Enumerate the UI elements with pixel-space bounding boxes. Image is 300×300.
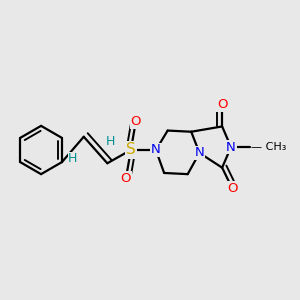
Text: H: H [106,135,115,148]
Text: O: O [217,98,227,111]
Text: N: N [151,143,161,157]
Text: — CH₃: — CH₃ [251,142,287,152]
Text: O: O [121,172,131,185]
Text: O: O [227,182,238,195]
Text: N: N [195,146,204,159]
Text: N: N [226,141,236,154]
Text: H: H [68,152,77,165]
Text: O: O [130,115,141,128]
Text: S: S [126,142,136,158]
